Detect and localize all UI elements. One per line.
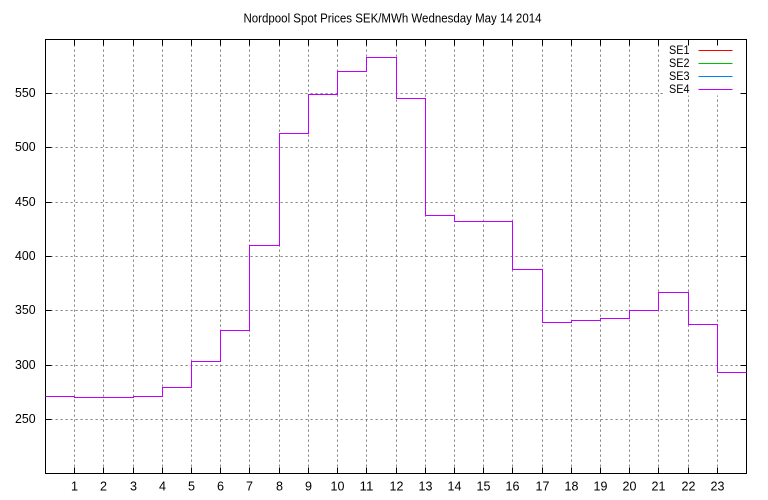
svg-text:17: 17 <box>536 480 550 494</box>
svg-text:250: 250 <box>15 412 36 426</box>
svg-text:12: 12 <box>390 480 404 494</box>
svg-text:21: 21 <box>652 480 666 494</box>
svg-text:4: 4 <box>159 480 166 494</box>
svg-text:SE2: SE2 <box>669 56 690 70</box>
svg-text:2: 2 <box>100 480 107 494</box>
svg-text:18: 18 <box>565 480 579 494</box>
svg-text:400: 400 <box>15 249 36 263</box>
svg-text:SE1: SE1 <box>669 43 690 57</box>
svg-text:10: 10 <box>331 480 345 494</box>
svg-text:9: 9 <box>305 480 312 494</box>
svg-text:23: 23 <box>711 480 725 494</box>
svg-text:19: 19 <box>594 480 608 494</box>
svg-text:550: 550 <box>15 86 36 100</box>
svg-text:350: 350 <box>15 303 36 317</box>
svg-text:300: 300 <box>15 358 36 372</box>
svg-text:20: 20 <box>623 480 637 494</box>
svg-text:14: 14 <box>448 480 462 494</box>
svg-text:Nordpool Spot Prices SEK/MWh W: Nordpool Spot Prices SEK/MWh Wednesday M… <box>244 11 542 26</box>
svg-text:6: 6 <box>217 480 224 494</box>
svg-text:22: 22 <box>682 480 696 494</box>
svg-text:7: 7 <box>246 480 253 494</box>
svg-text:13: 13 <box>419 480 433 494</box>
svg-text:15: 15 <box>477 480 491 494</box>
svg-text:5: 5 <box>188 480 195 494</box>
svg-text:1: 1 <box>71 480 78 494</box>
svg-text:16: 16 <box>506 480 520 494</box>
svg-text:11: 11 <box>360 480 374 494</box>
svg-text:8: 8 <box>276 480 283 494</box>
svg-text:SE4: SE4 <box>669 82 690 96</box>
svg-text:450: 450 <box>15 195 36 209</box>
svg-text:3: 3 <box>130 480 137 494</box>
svg-text:500: 500 <box>15 140 36 154</box>
svg-text:SE3: SE3 <box>669 69 690 83</box>
